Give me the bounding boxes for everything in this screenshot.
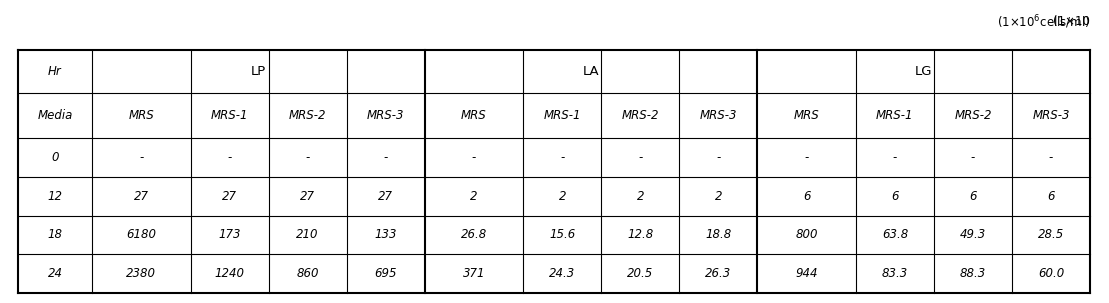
Text: 695: 695 — [375, 267, 397, 280]
Text: LG: LG — [915, 65, 933, 78]
Text: Media: Media — [38, 109, 73, 122]
Text: -: - — [804, 151, 808, 164]
Text: -: - — [970, 151, 975, 164]
Text: -: - — [471, 151, 476, 164]
Text: 18: 18 — [48, 228, 62, 241]
Text: -: - — [1049, 151, 1054, 164]
Text: 0: 0 — [51, 151, 59, 164]
Text: 26.3: 26.3 — [705, 267, 732, 280]
Text: $(1{\times}10^{6}$cells/ml): $(1{\times}10^{6}$cells/ml) — [997, 13, 1090, 31]
Text: MRS-1: MRS-1 — [543, 109, 581, 122]
Text: MRS-1: MRS-1 — [876, 109, 914, 122]
Text: 27: 27 — [378, 190, 393, 203]
Text: 24: 24 — [48, 267, 62, 280]
Text: -: - — [384, 151, 388, 164]
Text: -: - — [560, 151, 564, 164]
Text: 24.3: 24.3 — [549, 267, 576, 280]
Text: 6: 6 — [892, 190, 898, 203]
Text: 173: 173 — [218, 228, 241, 241]
Text: 944: 944 — [795, 267, 817, 280]
Text: MRS-2: MRS-2 — [954, 109, 991, 122]
Text: 88.3: 88.3 — [959, 267, 986, 280]
Text: MRS-3: MRS-3 — [367, 109, 405, 122]
Text: MRS-3: MRS-3 — [700, 109, 737, 122]
Text: MRS-2: MRS-2 — [621, 109, 659, 122]
Text: -: - — [227, 151, 232, 164]
Text: 2: 2 — [559, 190, 566, 203]
Text: 210: 210 — [296, 228, 318, 241]
Text: 6: 6 — [1047, 190, 1055, 203]
Text: -: - — [139, 151, 143, 164]
Text: 12.8: 12.8 — [627, 228, 653, 241]
Text: 2: 2 — [470, 190, 478, 203]
Text: 860: 860 — [296, 267, 318, 280]
Text: 27: 27 — [134, 190, 149, 203]
Text: 20.5: 20.5 — [627, 267, 653, 280]
Text: 83.3: 83.3 — [882, 267, 908, 280]
Text: 15.6: 15.6 — [549, 228, 576, 241]
Text: 27: 27 — [222, 190, 237, 203]
Text: 60.0: 60.0 — [1038, 267, 1065, 280]
Text: MRS: MRS — [129, 109, 154, 122]
Text: -: - — [305, 151, 309, 164]
Text: 49.3: 49.3 — [959, 228, 986, 241]
Text: -: - — [716, 151, 721, 164]
Text: 371: 371 — [462, 267, 485, 280]
Text: LP: LP — [251, 65, 266, 78]
Text: -: - — [893, 151, 897, 164]
Text: 133: 133 — [375, 228, 397, 241]
Text: MRS: MRS — [461, 109, 487, 122]
Text: (1×10: (1×10 — [1054, 15, 1090, 28]
Text: 27: 27 — [301, 190, 315, 203]
Text: 1240: 1240 — [214, 267, 244, 280]
Text: MRS-1: MRS-1 — [211, 109, 248, 122]
Text: 26.8: 26.8 — [460, 228, 487, 241]
Text: 18.8: 18.8 — [705, 228, 732, 241]
Text: 6180: 6180 — [126, 228, 156, 241]
Text: 800: 800 — [795, 228, 817, 241]
Text: 28.5: 28.5 — [1038, 228, 1065, 241]
Text: 63.8: 63.8 — [882, 228, 908, 241]
Text: Hr: Hr — [48, 65, 62, 78]
Text: 2: 2 — [714, 190, 722, 203]
Text: 2: 2 — [637, 190, 644, 203]
Text: 12: 12 — [48, 190, 62, 203]
Text: 6: 6 — [969, 190, 977, 203]
Text: 6: 6 — [803, 190, 811, 203]
Text: -: - — [638, 151, 642, 164]
Text: MRS-3: MRS-3 — [1032, 109, 1070, 122]
Text: 2380: 2380 — [126, 267, 156, 280]
Text: MRS: MRS — [794, 109, 820, 122]
Text: MRS-2: MRS-2 — [288, 109, 326, 122]
Text: LA: LA — [582, 65, 599, 78]
